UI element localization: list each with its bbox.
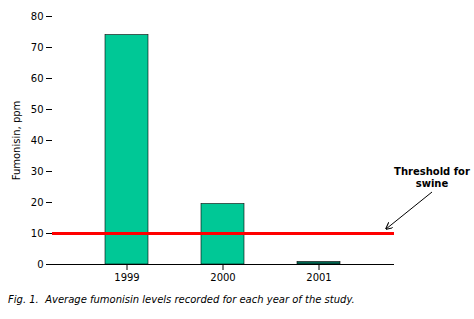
svg-text:20: 20 <box>31 197 44 208</box>
svg-text:60: 60 <box>31 73 44 84</box>
svg-text:70: 70 <box>31 42 44 53</box>
svg-text:80: 80 <box>31 11 44 22</box>
svg-text:30: 30 <box>31 166 44 177</box>
svg-text:2000: 2000 <box>210 272 235 283</box>
svg-text:2001: 2001 <box>306 272 331 283</box>
svg-text:50: 50 <box>31 104 44 115</box>
svg-text:10: 10 <box>31 228 44 239</box>
svg-text:0: 0 <box>37 259 43 270</box>
svg-text:Threshold forswine: Threshold forswine <box>394 166 470 189</box>
html-text:Fig. 1. Average fumonisin leve: Fig. 1. Average fumonisin levels recorde… <box>8 294 355 305</box>
svg-text:Fumonisin, ppm: Fumonisin, ppm <box>11 101 22 181</box>
svg-text:1999: 1999 <box>114 272 139 283</box>
svg-text:40: 40 <box>31 135 44 146</box>
